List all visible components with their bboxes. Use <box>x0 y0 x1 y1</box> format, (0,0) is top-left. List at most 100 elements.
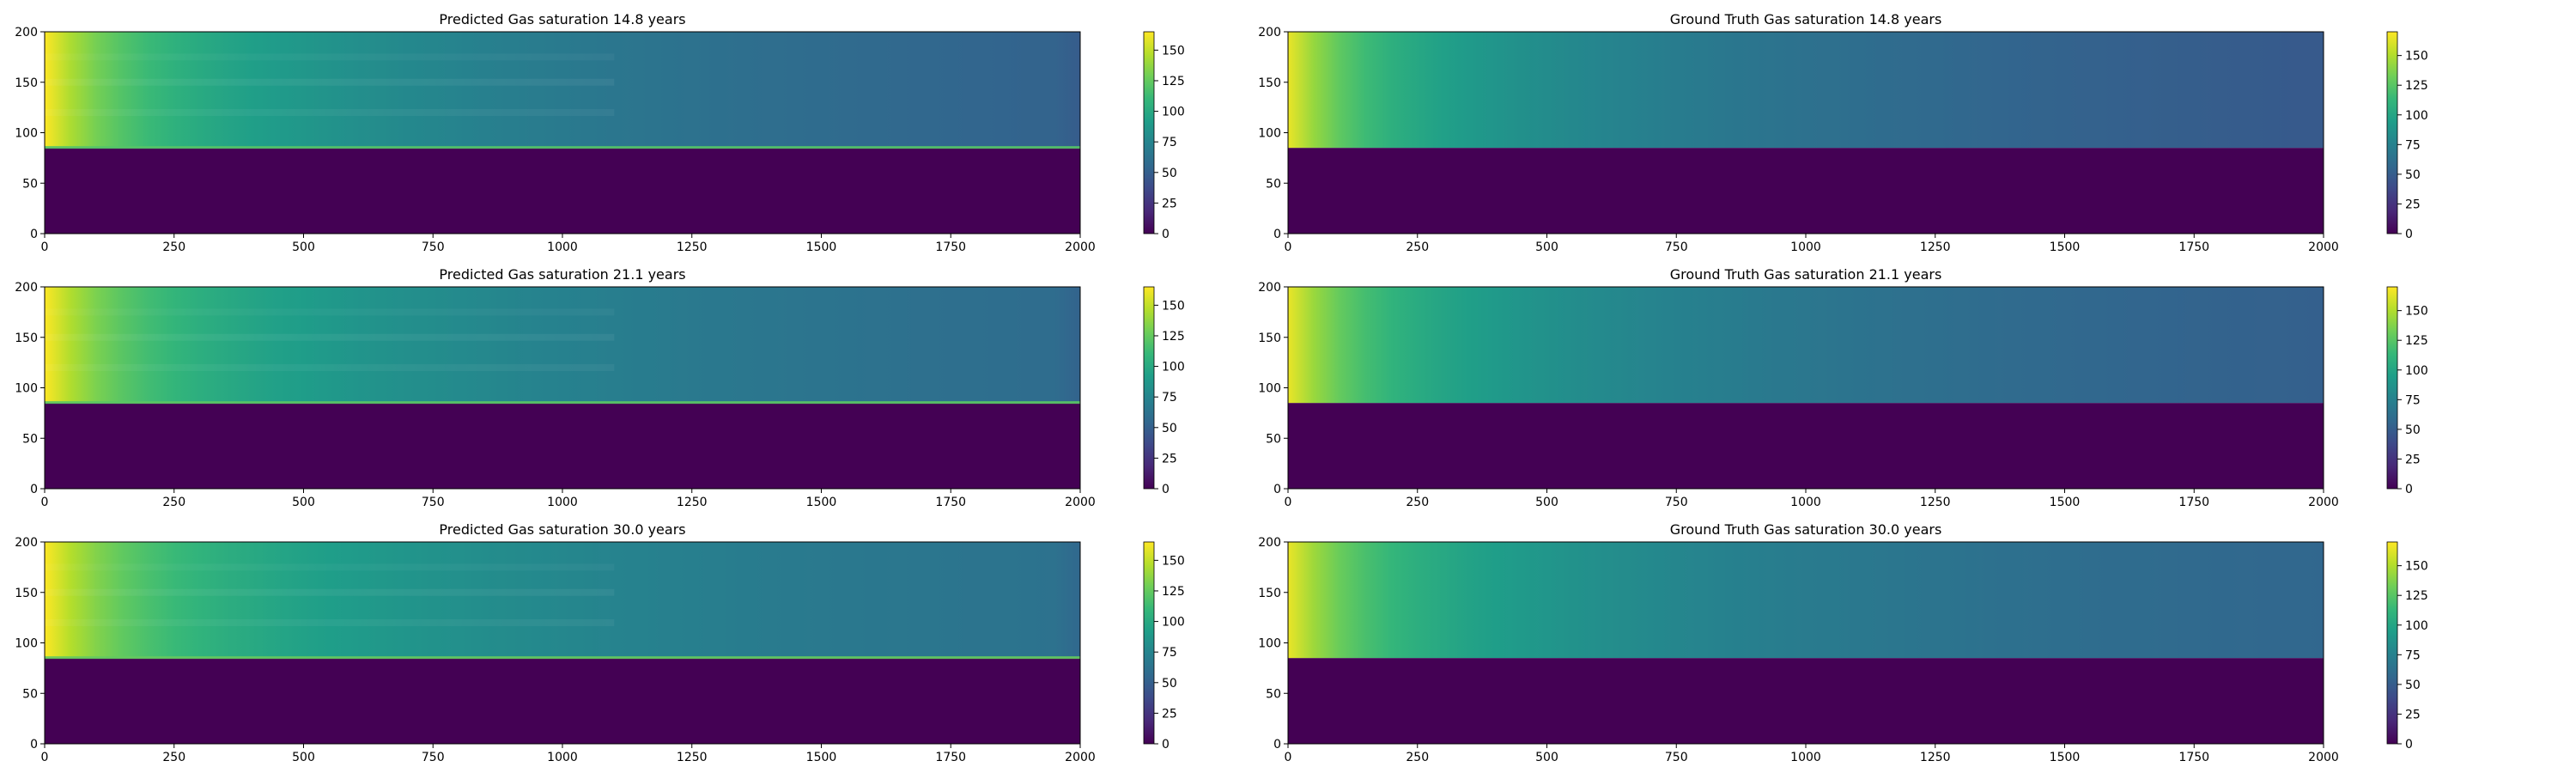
y-tick-label: 0 <box>30 228 38 241</box>
colorbar-tick-label: 150 <box>1162 44 1185 58</box>
colorbar-tick-label: 50 <box>1162 167 1177 180</box>
x-tick-label: 750 <box>422 496 445 509</box>
colorbar-tick-label: 75 <box>2405 648 2421 662</box>
x-tick-label: 500 <box>1535 496 1558 509</box>
colorbar-tick-label: 50 <box>1162 677 1177 691</box>
y-tick-label: 50 <box>1266 432 1281 446</box>
y-tick-label: 200 <box>1258 536 1281 550</box>
y-tick-label: 200 <box>1258 26 1281 40</box>
y-tick-label: 200 <box>15 26 38 40</box>
zero-region <box>1288 403 2324 489</box>
y-tick-label: 100 <box>15 382 38 396</box>
colorbar-tick-label: 0 <box>2405 483 2413 496</box>
colorbar-tick-label: 25 <box>1162 452 1177 466</box>
interface-line <box>45 401 1080 405</box>
zero-region <box>1288 658 2324 744</box>
x-tick-label: 1500 <box>2050 496 2081 509</box>
x-tick-label: 1750 <box>2178 496 2209 509</box>
x-tick-label: 1250 <box>677 751 708 764</box>
plume-band <box>45 563 615 571</box>
x-tick-label: 750 <box>1665 496 1688 509</box>
x-tick-label: 750 <box>422 240 445 254</box>
x-tick-label: 0 <box>41 240 49 254</box>
x-tick-label: 1500 <box>806 240 837 254</box>
colorbar <box>2386 286 2398 490</box>
y-tick-label: 150 <box>15 587 38 600</box>
plume-band <box>45 364 615 371</box>
colorbar-tick-label: 125 <box>2405 79 2428 93</box>
y-tick-label: 200 <box>1258 281 1281 295</box>
y-tick-label: 100 <box>1258 382 1281 396</box>
colorbar-tick-label: 150 <box>1162 299 1185 313</box>
x-tick-label: 1000 <box>1790 496 1821 509</box>
x-tick-label: 1000 <box>547 751 578 764</box>
colorbar-tick-label: 100 <box>2405 109 2428 123</box>
colorbar <box>1143 286 1155 490</box>
x-tick-label: 1500 <box>2050 751 2081 764</box>
plume-region <box>1288 32 2324 149</box>
y-tick-label: 100 <box>1258 637 1281 651</box>
plume-band <box>45 619 615 626</box>
colorbar <box>1143 541 1155 745</box>
y-tick-label: 100 <box>1258 127 1281 141</box>
zero-region <box>45 403 1080 489</box>
plume-band <box>45 53 615 61</box>
colorbar-tick-label: 150 <box>1162 554 1185 568</box>
colorbar <box>1143 31 1155 234</box>
plume-region <box>45 542 1080 659</box>
x-tick-label: 0 <box>1285 751 1292 764</box>
x-tick-label: 1250 <box>1920 496 1951 509</box>
chart-title: Ground Truth Gas saturation 21.1 years <box>1670 266 1942 283</box>
x-tick-label: 500 <box>1535 240 1558 254</box>
plume-band <box>45 109 615 116</box>
colorbar-tick-label: 75 <box>1162 646 1177 660</box>
x-tick-label: 1500 <box>806 496 837 509</box>
colorbar-tick-label: 25 <box>1162 197 1177 210</box>
x-tick-label: 2000 <box>2308 240 2339 254</box>
y-tick-label: 100 <box>15 127 38 141</box>
x-tick-label: 500 <box>1535 751 1558 764</box>
colorbar-tick-label: 100 <box>2405 364 2428 378</box>
x-tick-label: 750 <box>1665 240 1688 254</box>
x-tick-label: 1750 <box>935 240 966 254</box>
y-tick-label: 0 <box>30 483 38 496</box>
x-tick-label: 1500 <box>806 751 837 764</box>
x-tick-label: 2000 <box>1065 751 1096 764</box>
zero-region <box>1288 148 2324 234</box>
colorbar-tick-label: 125 <box>2405 334 2428 348</box>
y-tick-label: 50 <box>22 687 38 701</box>
colorbar-tick-label: 75 <box>2405 393 2421 407</box>
colorbar-tick-label: 150 <box>2405 50 2428 64</box>
plume-band <box>45 333 615 341</box>
colorbar-tick-label: 0 <box>2405 228 2413 241</box>
x-tick-label: 1250 <box>677 240 708 254</box>
chart-title: Predicted Gas saturation 21.1 years <box>439 266 685 283</box>
colorbar-tick-label: 0 <box>1162 483 1170 496</box>
x-tick-label: 250 <box>1406 751 1429 764</box>
colorbar-tick-label: 100 <box>1162 106 1185 119</box>
x-tick-label: 1500 <box>2050 240 2081 254</box>
x-tick-label: 0 <box>1285 496 1292 509</box>
chart-title: Predicted Gas saturation 30.0 years <box>439 521 685 538</box>
colorbar <box>2386 541 2398 745</box>
x-tick-label: 1750 <box>935 496 966 509</box>
x-tick-label: 0 <box>41 751 49 764</box>
colorbar-tick-label: 25 <box>2405 708 2421 721</box>
x-tick-label: 250 <box>1406 496 1429 509</box>
zero-region <box>45 148 1080 234</box>
x-tick-label: 250 <box>162 751 185 764</box>
colorbar <box>2386 31 2398 234</box>
colorbar-tick-label: 125 <box>1162 75 1185 88</box>
y-tick-label: 50 <box>1266 177 1281 191</box>
x-tick-label: 2000 <box>1065 240 1096 254</box>
y-tick-label: 150 <box>15 76 38 90</box>
plume-region <box>45 32 1080 149</box>
colorbar-tick-label: 125 <box>1162 585 1185 599</box>
plume-region <box>45 287 1080 404</box>
y-tick-label: 200 <box>15 536 38 550</box>
interface-line <box>45 656 1080 660</box>
heatmap-panel-5: Predicted Gas saturation 30.0 years 0 250 5… <box>15 521 1184 764</box>
